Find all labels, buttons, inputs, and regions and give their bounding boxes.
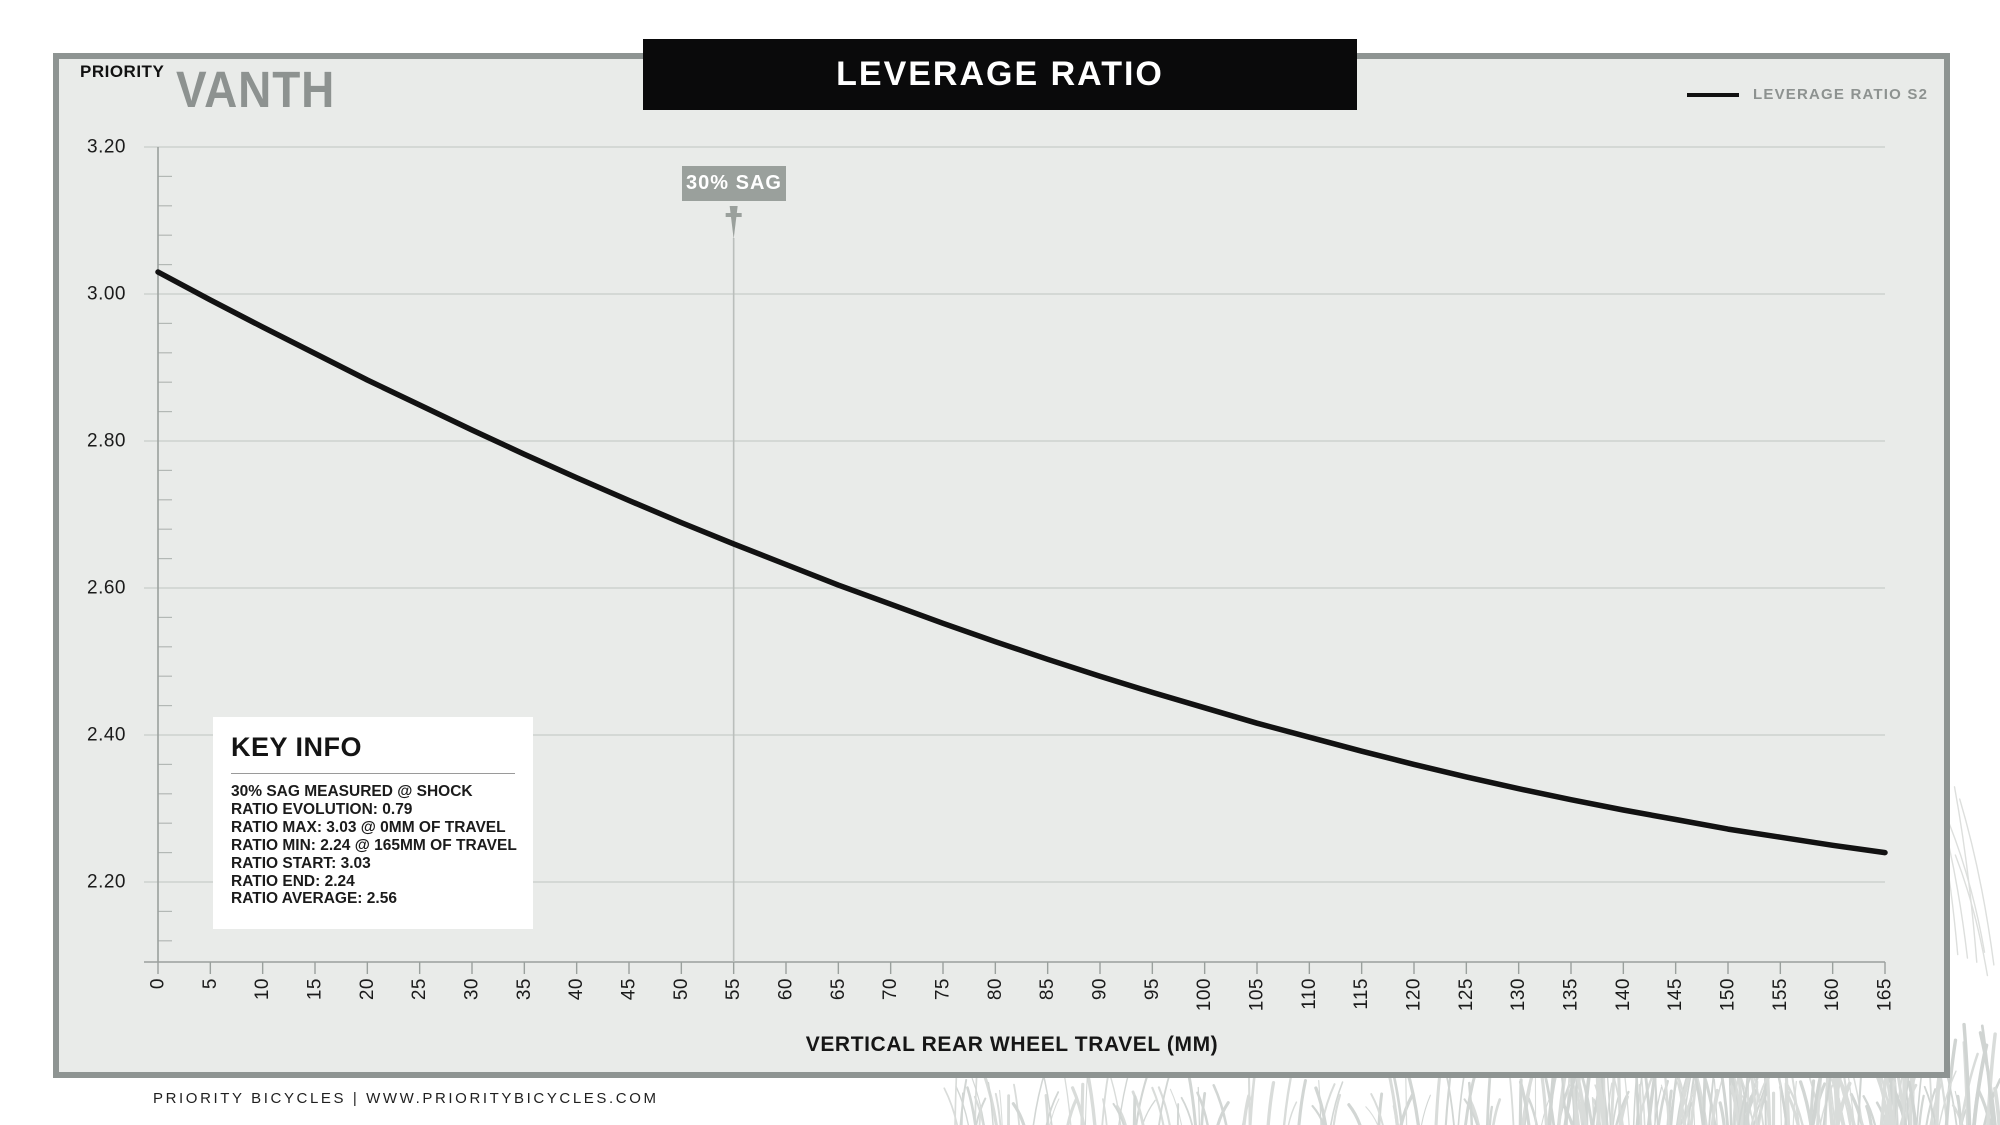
- svg-text:25: 25: [409, 978, 430, 1000]
- svg-text:65: 65: [828, 978, 849, 1000]
- svg-text:45: 45: [619, 978, 640, 1000]
- key-info-line: RATIO END: 2.24: [231, 872, 355, 890]
- svg-text:20: 20: [357, 978, 378, 1000]
- key-info-line: RATIO START: 3.03: [231, 854, 371, 872]
- sag-label-box: 30% SAG: [682, 166, 786, 201]
- svg-text:115: 115: [1351, 978, 1372, 1010]
- svg-text:0: 0: [148, 978, 169, 989]
- svg-text:80: 80: [985, 978, 1006, 1000]
- svg-text:135: 135: [1561, 978, 1582, 1011]
- legend-series-label: LEVERAGE RATIO S2: [1753, 86, 1929, 103]
- svg-text:100: 100: [1194, 978, 1215, 1011]
- x-axis-title: VERTICAL REAR WHEEL TRAVEL (MM): [805, 1033, 1219, 1056]
- svg-text:55: 55: [723, 978, 744, 1000]
- svg-text:85: 85: [1037, 978, 1058, 1000]
- key-info-line: RATIO AVERAGE: 2.56: [231, 890, 397, 908]
- legend-line-swatch: [1687, 92, 1739, 97]
- axes-lines: [144, 147, 1885, 963]
- svg-text:35: 35: [514, 978, 535, 1000]
- svg-text:140: 140: [1613, 978, 1634, 1011]
- svg-text:105: 105: [1247, 978, 1268, 1011]
- svg-text:155: 155: [1770, 978, 1791, 1011]
- priority-logo: PRIORITY: [80, 62, 165, 81]
- chart-title-bar: LEVERAGE RATIO: [643, 39, 1357, 110]
- svg-text:160: 160: [1822, 978, 1843, 1011]
- svg-text:10: 10: [252, 978, 273, 1000]
- key-info-line: RATIO MAX: 3.03 @ 0MM OF TRAVEL: [231, 818, 506, 836]
- svg-text:2.40: 2.40: [87, 725, 126, 746]
- x-ticks: [157, 962, 1886, 974]
- svg-text:70: 70: [880, 978, 901, 1000]
- svg-text:95: 95: [1142, 978, 1163, 1000]
- svg-text:165: 165: [1875, 978, 1896, 1011]
- sag-marker: [725, 206, 742, 962]
- sag-label: 30% SAG: [686, 172, 782, 194]
- svg-text:3.00: 3.00: [87, 284, 126, 305]
- svg-text:125: 125: [1456, 978, 1477, 1011]
- svg-text:145: 145: [1665, 978, 1686, 1011]
- svg-text:60: 60: [776, 978, 797, 1000]
- y-tick-labels: 3.20 3.00 2.80 2.60 2.40 2.20: [87, 137, 126, 893]
- svg-text:130: 130: [1508, 978, 1529, 1011]
- key-info-line: RATIO EVOLUTION: 0.79: [231, 800, 413, 818]
- svg-text:3.20: 3.20: [87, 137, 126, 158]
- leverage-ratio-curve: [155, 269, 1888, 856]
- svg-text:120: 120: [1404, 978, 1425, 1011]
- svg-text:2.20: 2.20: [87, 872, 126, 893]
- svg-text:40: 40: [566, 978, 587, 1000]
- svg-text:110: 110: [1299, 978, 1320, 1010]
- key-info-title: KEY INFO: [231, 732, 363, 762]
- footer-text: PRIORITY BICYCLES | WWW.PRIORITYBICYCLES…: [153, 1090, 659, 1107]
- svg-text:30: 30: [462, 978, 483, 1000]
- svg-text:2.60: 2.60: [87, 578, 126, 599]
- chart-title: LEVERAGE RATIO: [836, 55, 1164, 93]
- key-info-card: KEY INFO 30% SAG MEASURED @ SHOCK RATIO …: [213, 717, 533, 929]
- y-minor-ticks: [158, 175, 172, 942]
- key-info-line: 30% SAG MEASURED @ SHOCK: [231, 783, 473, 800]
- svg-text:15: 15: [305, 978, 326, 1000]
- svg-text:50: 50: [671, 978, 692, 1000]
- x-tick-labels: 0 5 10 15 20 25 30 35 40 45 50 55 60 65 70 75 80 85 90 95 10…: [148, 978, 1896, 1011]
- svg-text:150: 150: [1718, 978, 1739, 1011]
- svg-text:2.80: 2.80: [87, 431, 126, 452]
- svg-text:75: 75: [933, 978, 954, 1000]
- svg-text:5: 5: [200, 978, 221, 989]
- legend: LEVERAGE RATIO S2: [1687, 86, 1928, 103]
- key-info-line: RATIO MIN: 2.24 @ 165MM OF TRAVEL: [231, 836, 517, 854]
- key-info-divider: [231, 773, 515, 774]
- vanth-model-logo: VANTH: [176, 61, 336, 118]
- svg-text:90: 90: [1090, 978, 1111, 1000]
